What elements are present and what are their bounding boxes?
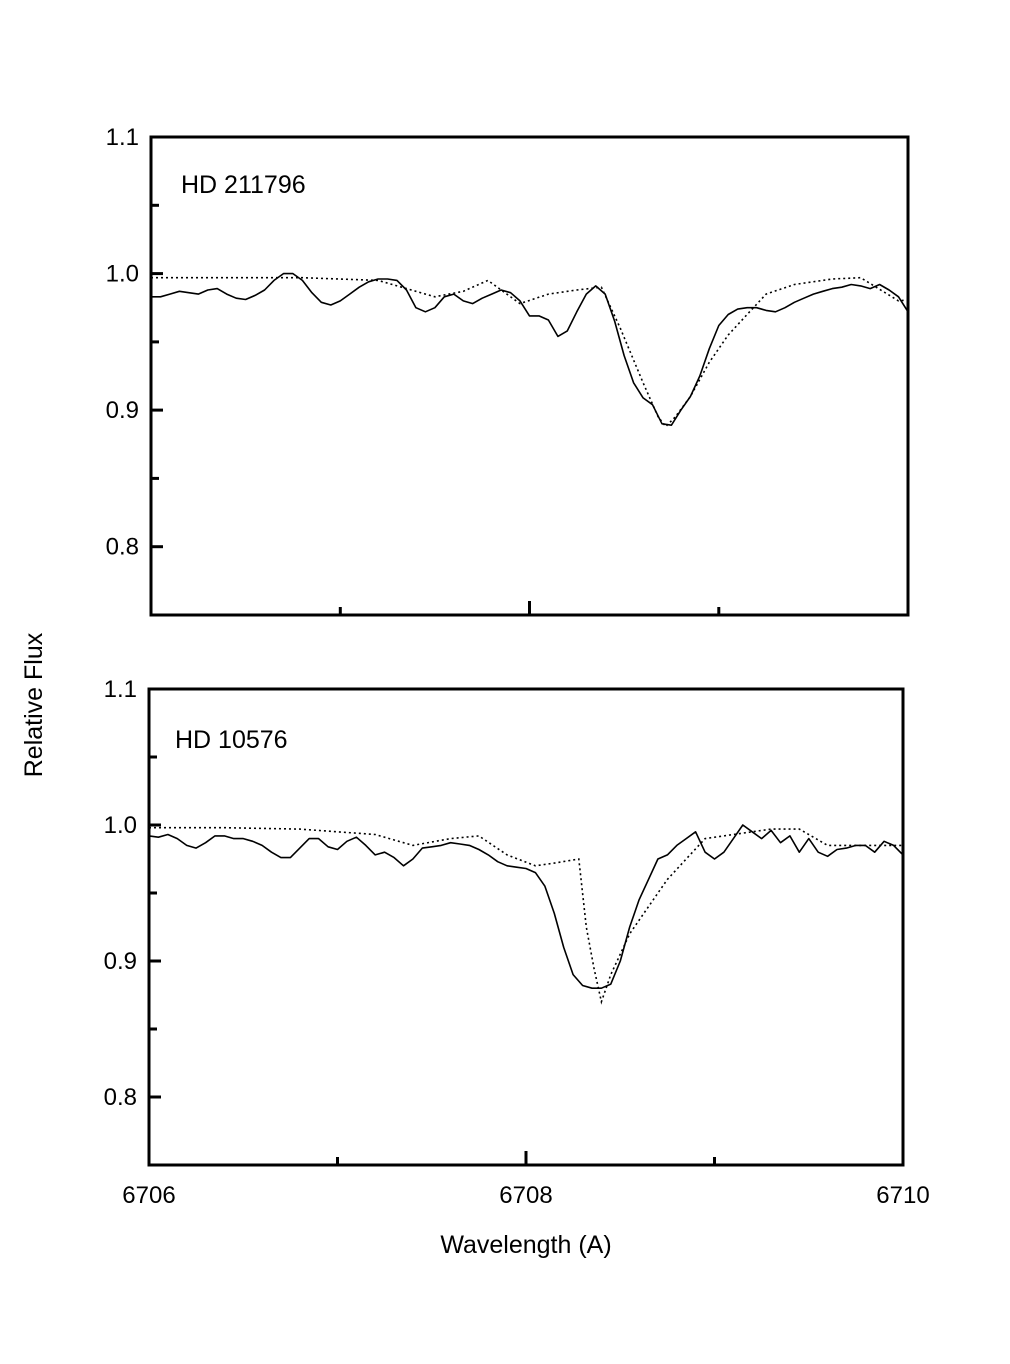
y-tick-label: 1.0 (104, 812, 137, 839)
plot-frame (149, 135, 910, 617)
panel-hd10576: HD 10576 0.8 0.9 1.0 1.1 6706 6708 6710 (104, 676, 930, 1209)
x-axis-title: Wavelength (A) (440, 1231, 611, 1259)
synthetic-spectrum-line (149, 826, 903, 1005)
y-tick-label: 1.1 (106, 124, 139, 151)
x-tick-label: 6706 (122, 1182, 175, 1209)
observed-spectrum-line (149, 824, 903, 990)
y-tick-label: 0.9 (104, 948, 137, 975)
observed-spectrum-line (151, 272, 908, 427)
synthetic-spectrum-line (151, 276, 908, 428)
panel-label: HD 10576 (175, 726, 288, 754)
plot-frame (147, 687, 905, 1167)
y-tick-label: 1.0 (106, 261, 139, 288)
x-tick-label: 6710 (876, 1182, 929, 1209)
y-tick-label: 1.1 (104, 676, 137, 703)
panel-hd211796: HD 211796 0.8 0.9 1.0 1.1 (106, 124, 910, 617)
x-tick-label: 6708 (499, 1182, 552, 1209)
y-axis-title: Relative Flux (20, 632, 48, 777)
y-tick-label: 0.8 (106, 534, 139, 561)
panel-label: HD 211796 (181, 171, 306, 199)
y-tick-label: 0.9 (106, 397, 139, 424)
y-tick-label: 0.8 (104, 1084, 137, 1111)
